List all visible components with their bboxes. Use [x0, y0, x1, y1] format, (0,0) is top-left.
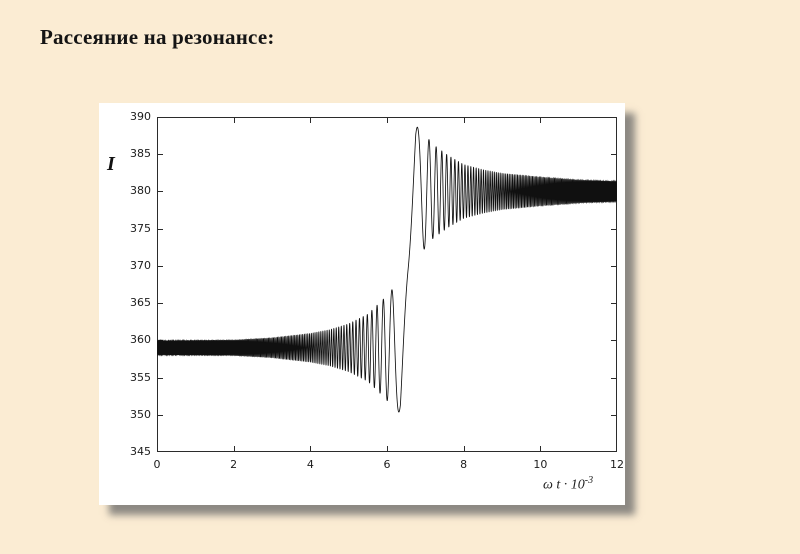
resonance-line-plot: [157, 117, 617, 452]
x-axis-label: ω t · 10-3: [543, 475, 593, 494]
y-tick-label: 385: [130, 147, 151, 161]
x-tick-label: 6: [383, 458, 391, 471]
x-tick-label: 12: [610, 458, 624, 471]
plot-area: I ω t · 10-3 345 350 355 360 365 370 375 380 385…: [107, 110, 624, 493]
x-tick-label: 2: [230, 458, 238, 471]
y-tick-label: 365: [130, 296, 151, 310]
y-tick-label: 370: [130, 258, 151, 272]
y-tick-label: 375: [130, 221, 151, 235]
slide-title: Рассеяние на резонансе:: [40, 25, 275, 49]
y-tick-label: 355: [130, 370, 151, 384]
chart-panel: I ω t · 10-3 345 350 355 360 365 370 375 380 385…: [99, 103, 625, 505]
x-tick-label: 8: [460, 458, 468, 471]
x-axis-label-exponent: -3: [584, 475, 594, 486]
x-tick-label: 10: [533, 458, 548, 471]
y-axis-label: I: [107, 153, 115, 175]
x-axis-label-main: ω t · 10: [543, 477, 585, 493]
y-tick-label: 360: [130, 333, 151, 347]
y-tick-label: 380: [130, 184, 151, 198]
y-tick-label: 390: [130, 110, 151, 123]
y-tick-label: 345: [130, 445, 151, 458]
x-tick-label: 0: [153, 458, 161, 471]
x-tick-label: 4: [306, 458, 314, 471]
y-tick-label: 350: [130, 407, 151, 421]
